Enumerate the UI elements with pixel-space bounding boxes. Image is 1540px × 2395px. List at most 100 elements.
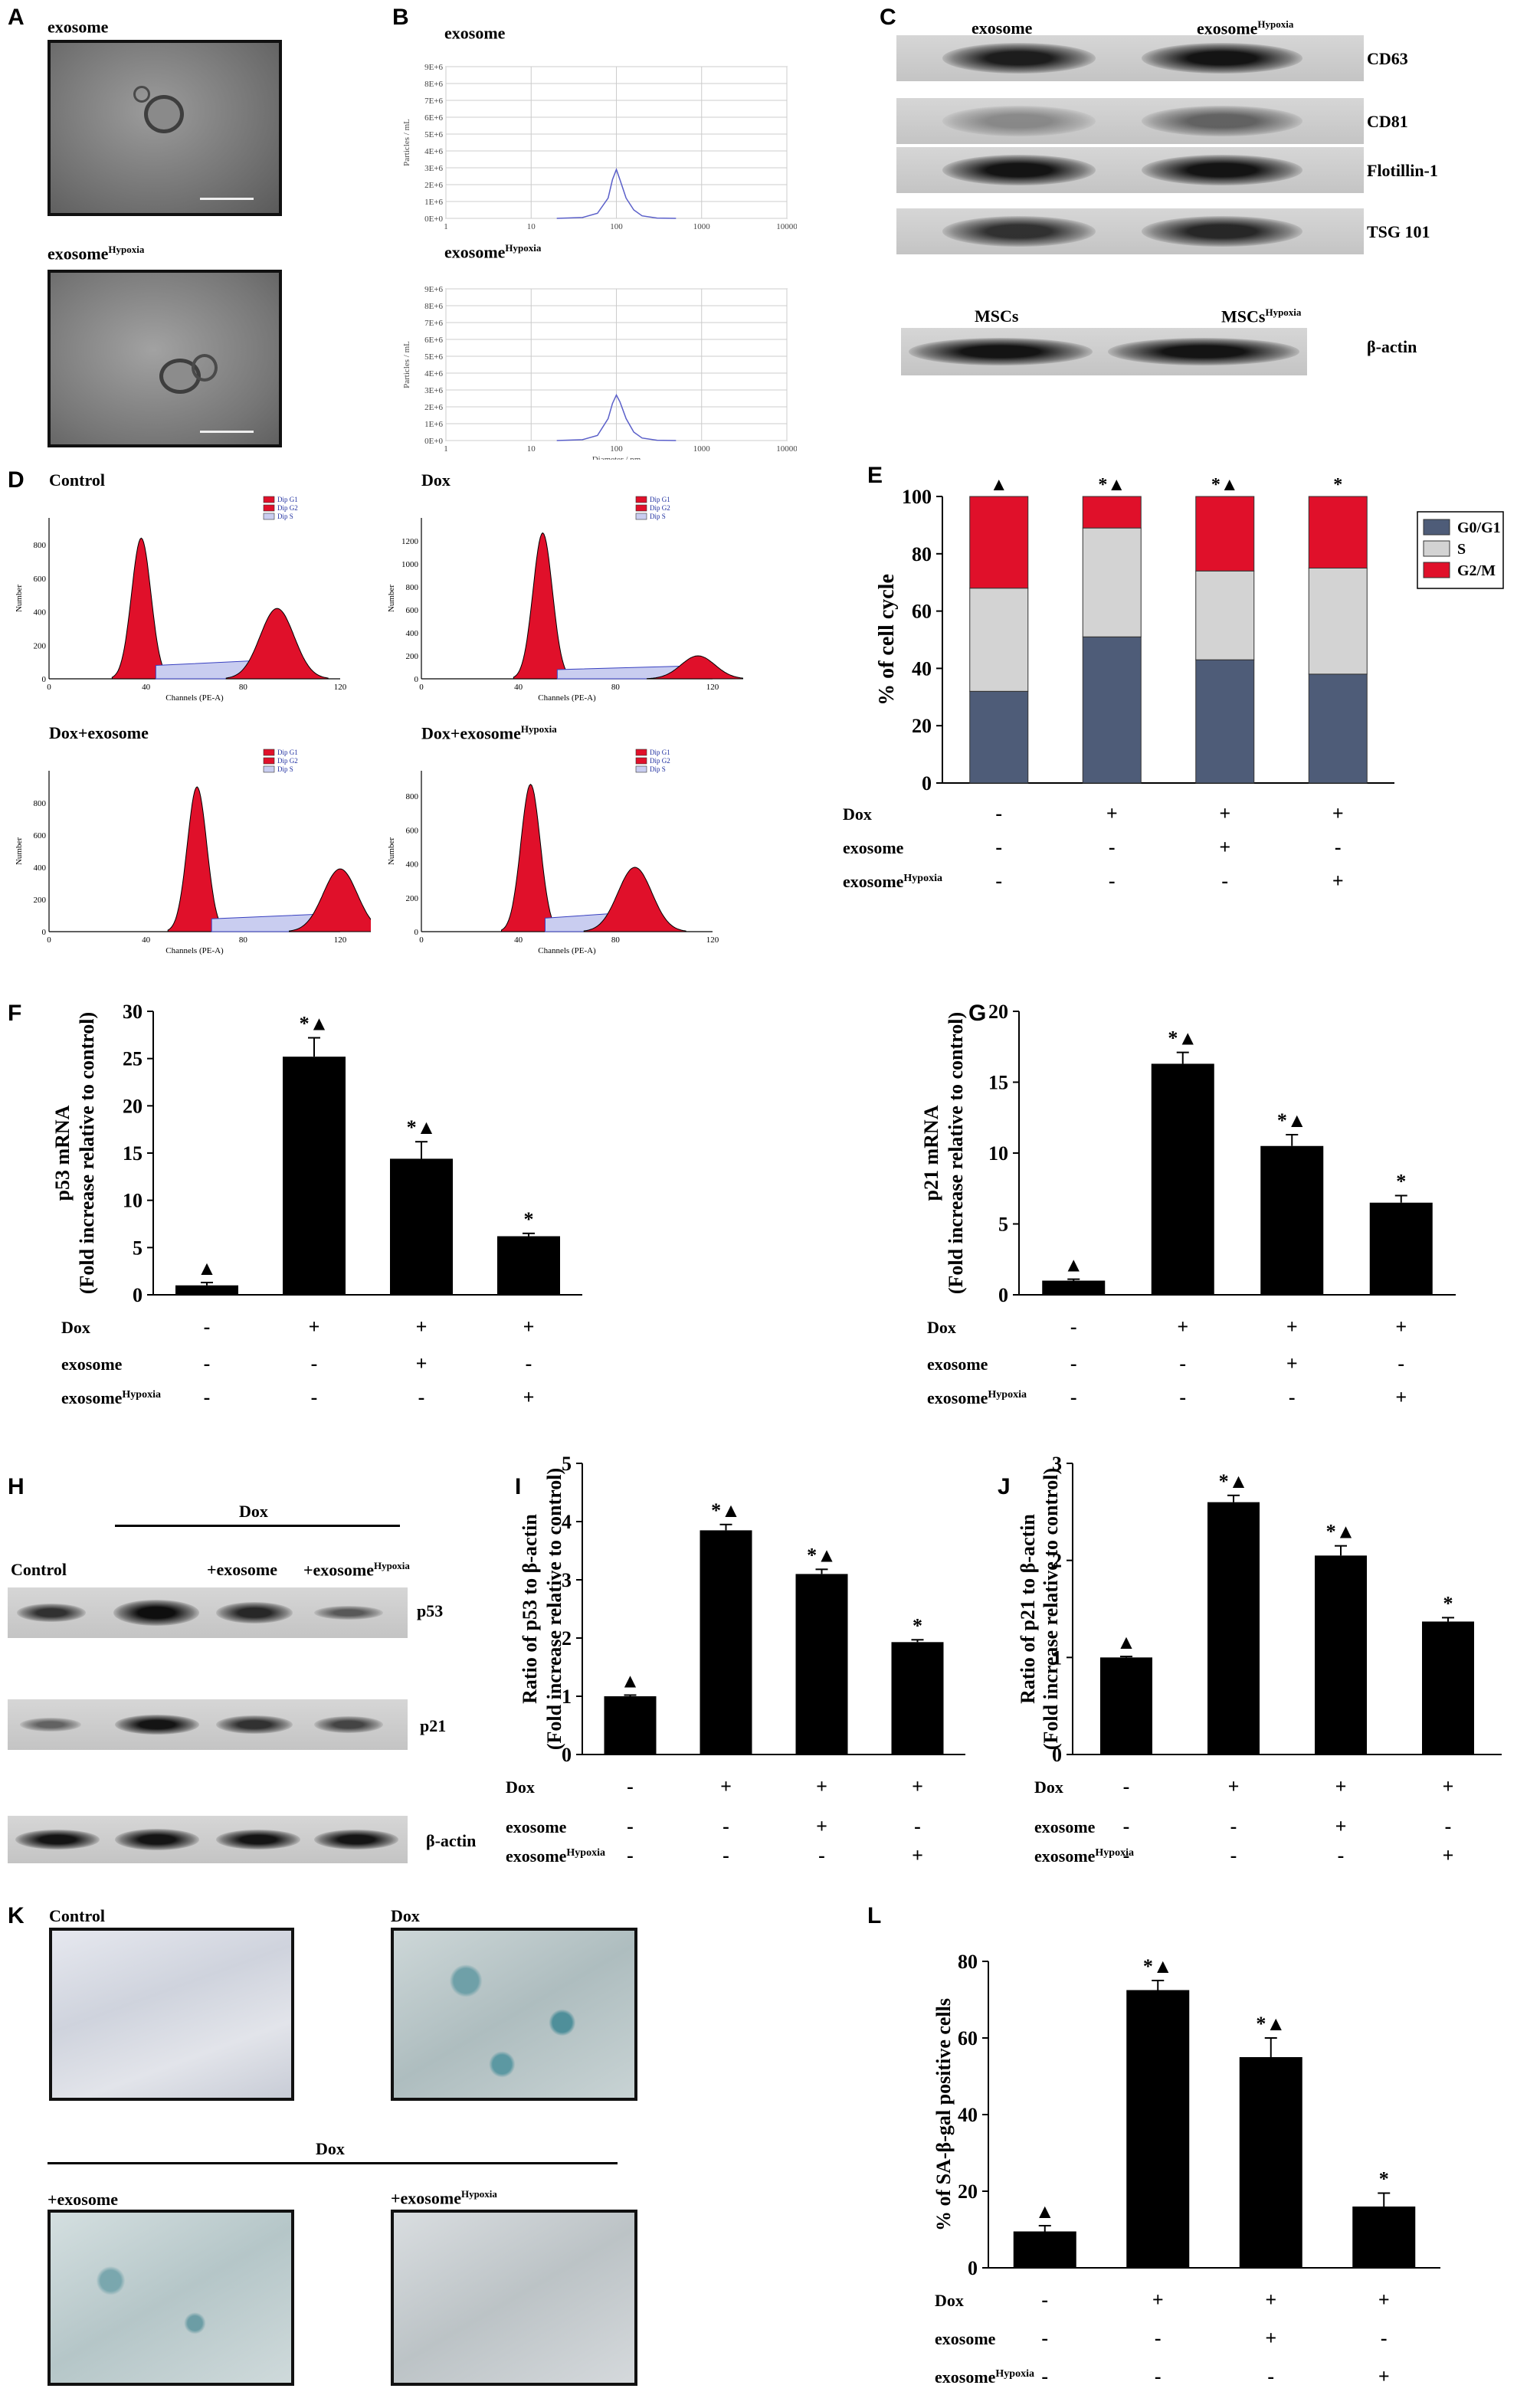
treatment-sign: + — [1265, 2289, 1276, 2311]
legend-swatch — [635, 513, 647, 520]
blot-band — [942, 106, 1096, 136]
treatment-sign: + — [1228, 1775, 1240, 1797]
stacked-bar-segment — [969, 496, 1029, 589]
treatment-sign: - — [1041, 2289, 1048, 2311]
band-label-p53: p53 — [417, 1601, 444, 1620]
blot-strip-beta-actin — [8, 1816, 408, 1863]
panel-k-title-exosome: +exosome — [48, 2190, 118, 2209]
bar — [283, 1057, 346, 1295]
size-distribution-line — [556, 393, 677, 441]
panel-label-i: I — [515, 1474, 522, 1499]
treatment-sign: - — [627, 1815, 634, 1837]
significance-label: *▲ — [300, 1013, 329, 1035]
x-axis-label: Channels (PE-A) — [538, 693, 596, 703]
blot-band — [1142, 43, 1302, 74]
bar — [1151, 1063, 1214, 1295]
panel-label-j: J — [998, 1474, 1011, 1499]
legend-label: Dip G1 — [650, 496, 670, 503]
treatment-sign: - — [914, 1815, 921, 1837]
wb-header-exosome: exosome — [972, 18, 1033, 38]
significance-label: * — [1443, 1592, 1453, 1614]
treatment-sign: - — [627, 1844, 634, 1866]
y-axis-label: % of cell cycle — [875, 574, 899, 706]
y-tick-label: 25 — [123, 1048, 143, 1070]
legend-swatch — [635, 496, 647, 503]
significance-label: *▲ — [1277, 1109, 1307, 1132]
wb-h-dox: Dox — [239, 1502, 268, 1521]
treatment-row-label: Dox — [61, 1318, 90, 1337]
p53-ratio-bar-chart: 0 1 2 3 4 5 Ratio of p53 to β-actin (Fold incre… — [506, 1456, 965, 1866]
treatment-sign: - — [1155, 2327, 1162, 2349]
panel-label-g: G — [968, 1001, 987, 1026]
y-tick-label: 20 — [123, 1095, 143, 1117]
treatment-sign: + — [416, 1315, 428, 1338]
y-tick-label: 1 — [562, 1686, 572, 1708]
y-tick-label: 2 — [1052, 1550, 1062, 1572]
g1-peak — [513, 532, 572, 680]
y-tick-label: 200 — [406, 652, 419, 661]
treatment-sign: - — [204, 1386, 211, 1408]
y-tick-label: 8E+6 — [424, 302, 443, 311]
g1-peak — [111, 537, 171, 680]
y-tick-label: 4E+6 — [424, 147, 443, 156]
significance-label: ▲ — [197, 1257, 217, 1279]
x-tick-label: 40 — [514, 683, 523, 692]
stacked-bar-segment — [969, 588, 1029, 692]
x-tick-label: 10 — [527, 222, 536, 231]
significance-label: *▲ — [807, 1544, 837, 1566]
y-tick-label: 6E+6 — [424, 113, 443, 123]
x-tick-label: 120 — [334, 935, 347, 945]
y-tick-label: 5 — [998, 1214, 1008, 1236]
x-axis-label: Channels (PE-A) — [538, 946, 596, 955]
legend-label: Dip G2 — [650, 757, 670, 765]
x-axis-label: Channels (PE-A) — [165, 693, 224, 703]
y-axis-label: p21 mRNA — [920, 1105, 942, 1201]
y-tick-label: 0 — [414, 675, 419, 684]
y-tick-label: 9E+6 — [424, 285, 443, 294]
legend-label: Dip G1 — [277, 749, 298, 756]
y-axis-label: Number — [387, 585, 396, 612]
x-tick-label: 0 — [47, 935, 51, 945]
treatment-sign: + — [1378, 2289, 1390, 2311]
treatment-row-label: Dox — [843, 804, 872, 824]
significance-label: ▲ — [1063, 1254, 1083, 1276]
sa-beta-gal-image-dox — [391, 1928, 637, 2101]
y-tick-label: 10 — [123, 1190, 143, 1212]
legend-label: G0/G1 — [1457, 519, 1501, 536]
treatment-sign: + — [1177, 1315, 1188, 1338]
significance-label: *▲ — [1098, 475, 1126, 495]
legend-label: Dip G2 — [277, 757, 298, 765]
y-tick-label: 40 — [912, 657, 932, 680]
treatment-sign: - — [1397, 1352, 1404, 1374]
y-tick-label: 800 — [406, 583, 419, 592]
y-axis-label: Number — [15, 585, 24, 612]
legend-label: Dip S — [277, 765, 293, 773]
significance-label: * — [524, 1208, 534, 1230]
legend-label: Dip G2 — [277, 504, 298, 512]
legend-swatch — [263, 513, 275, 520]
y-tick-label: 200 — [34, 896, 47, 905]
treatment-sign: - — [1123, 1775, 1130, 1797]
blot-band — [115, 1829, 199, 1850]
treatment-sign: + — [309, 1315, 320, 1338]
treatment-sign: + — [1286, 1352, 1298, 1374]
exosome-vesicle — [144, 95, 184, 133]
treatment-sign: - — [1070, 1315, 1077, 1338]
panel-k-title-exosome-hypoxia: +exosomeHypoxia — [391, 2188, 497, 2208]
treatment-row-label: exosome — [935, 2329, 996, 2348]
significance-label: ▲ — [990, 475, 1008, 495]
treatment-sign: + — [1265, 2327, 1276, 2349]
treatment-sign: - — [1267, 2365, 1274, 2387]
g2-peak — [583, 867, 686, 932]
wb-h-lane-exosome: +exosome — [207, 1560, 277, 1579]
y-axis-label-2: (Fold increase relative to control) — [945, 1012, 967, 1294]
legend-swatch — [263, 496, 275, 503]
significance-label: *▲ — [1219, 1470, 1249, 1492]
treatment-sign: - — [1445, 1815, 1452, 1837]
panel-label-a: A — [8, 5, 25, 30]
bar — [891, 1642, 944, 1754]
flow-histogram-title: Dox+exosome — [49, 723, 149, 742]
treatment-sign: - — [1335, 836, 1342, 858]
y-tick-label: 5E+6 — [424, 130, 443, 139]
y-tick-label: 600 — [406, 826, 419, 835]
